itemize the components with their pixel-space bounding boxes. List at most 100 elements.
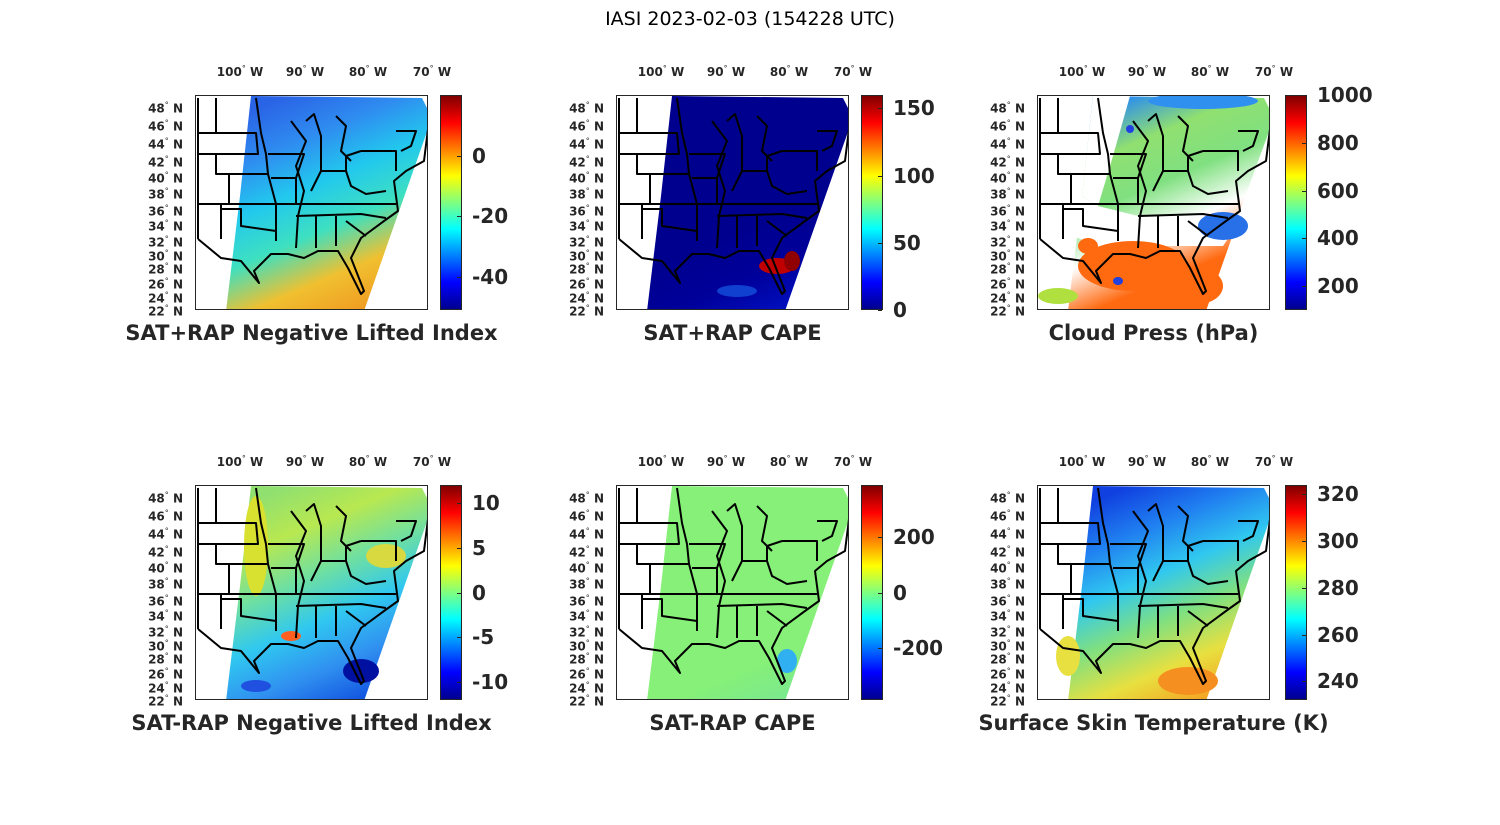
lat-value: 40: [569, 561, 586, 576]
lat-hemisphere: N: [593, 681, 604, 696]
lat-hemisphere: N: [172, 681, 183, 696]
lat-value: 26: [148, 667, 165, 682]
colorbar-tick-mark: [1302, 634, 1306, 636]
lat-hemisphere: N: [1014, 101, 1025, 116]
lat-hemisphere: N: [1014, 304, 1025, 319]
colorbar-tick-label: 600: [1317, 178, 1359, 203]
degree-symbol: °: [164, 508, 169, 518]
lat-hemisphere: N: [1014, 235, 1025, 250]
coastline: [1039, 128, 1269, 295]
lon-hemisphere: W: [794, 455, 809, 469]
colorbar-tick-label: 200: [1317, 274, 1359, 299]
degree-symbol: °: [585, 100, 590, 110]
state-boundaries: [618, 97, 848, 295]
longitude-label: 70° W: [834, 454, 872, 469]
lon-hemisphere: W: [250, 65, 264, 79]
lat-value: 46: [569, 119, 586, 134]
lon-value: 90: [285, 455, 303, 469]
lat-value: 38: [990, 577, 1007, 592]
lat-hemisphere: N: [1014, 594, 1025, 609]
lat-hemisphere: N: [172, 652, 183, 667]
map-plot: [197, 96, 427, 309]
degree-symbol: °: [164, 100, 169, 110]
panel-title: Surface Skin Temperature (K): [978, 711, 1329, 735]
latitude-label: 40° N: [965, 171, 1025, 186]
latitude-label: 32° N: [123, 235, 183, 250]
lat-hemisphere: N: [1014, 561, 1025, 576]
data-patch: [1038, 288, 1078, 304]
degree-symbol: °: [585, 576, 590, 586]
degree-symbol: °: [1006, 303, 1011, 313]
lon-hemisphere: W: [310, 455, 325, 469]
panel-title: SAT-RAP CAPE: [649, 711, 816, 735]
degree-symbol: °: [585, 303, 590, 313]
lat-value: 36: [569, 204, 586, 219]
degree-symbol: °: [164, 276, 169, 286]
state-boundaries: [1039, 97, 1269, 295]
panel-title: SAT+RAP CAPE: [643, 321, 822, 345]
degree-symbol: °: [1144, 454, 1149, 463]
lat-value: 26: [990, 667, 1007, 682]
degree-symbol: °: [723, 64, 728, 73]
degree-symbol: °: [585, 261, 590, 271]
map-axes: [616, 95, 849, 310]
state-boundaries: [1039, 487, 1269, 685]
lat-hemisphere: N: [593, 277, 604, 292]
degree-symbol: °: [429, 64, 434, 73]
lat-hemisphere: N: [1014, 204, 1025, 219]
lat-value: 44: [990, 527, 1007, 542]
colorbar-tick-mark: [1302, 95, 1306, 96]
data-patch: [1148, 96, 1258, 109]
lat-hemisphere: N: [1014, 625, 1025, 640]
colorbar: [861, 485, 883, 700]
lat-hemisphere: N: [1014, 652, 1025, 667]
lat-hemisphere: N: [172, 204, 183, 219]
lat-hemisphere: N: [1014, 219, 1025, 234]
lon-hemisphere: W: [731, 455, 746, 469]
lat-value: 34: [990, 609, 1007, 624]
colorbar-tick-label: 0: [893, 580, 907, 605]
lat-value: 34: [990, 219, 1007, 234]
degree-symbol: °: [1006, 544, 1011, 554]
latitude-label: 42° N: [544, 545, 604, 560]
lat-value: 26: [148, 277, 165, 292]
colorbar-tick-mark: [457, 155, 461, 157]
colorbar-tick-label: 200: [893, 525, 935, 550]
lat-hemisphere: N: [593, 509, 604, 524]
latitude-label: 48° N: [123, 491, 183, 506]
degree-symbol: °: [1006, 261, 1011, 271]
degree-symbol: °: [1006, 276, 1011, 286]
panel-title: Cloud Press (hPa): [1048, 321, 1259, 345]
latitude-label: 44° N: [544, 527, 604, 542]
colorbar-tick-label: 150: [893, 96, 935, 121]
lat-hemisphere: N: [593, 545, 604, 560]
latitude-label: 40° N: [965, 561, 1025, 576]
lat-hemisphere: N: [593, 101, 604, 116]
lat-hemisphere: N: [593, 667, 604, 682]
latitude-label: 46° N: [965, 509, 1025, 524]
colorbar: [861, 95, 883, 310]
lat-hemisphere: N: [1014, 291, 1025, 306]
lat-hemisphere: N: [593, 304, 604, 319]
latitude-label: 46° N: [544, 119, 604, 134]
degree-symbol: °: [1006, 526, 1011, 536]
lat-value: 48: [148, 101, 165, 116]
degree-symbol: °: [429, 454, 434, 463]
latitude-label: 32° N: [544, 235, 604, 250]
data-patch: [1056, 636, 1080, 676]
latitude-label: 36° N: [544, 594, 604, 609]
lat-value: 42: [148, 545, 165, 560]
lat-hemisphere: N: [172, 249, 183, 264]
lat-value: 40: [990, 561, 1007, 576]
lon-hemisphere: W: [310, 65, 325, 79]
colorbar-tick-label: -5: [472, 625, 495, 650]
lat-hemisphere: N: [593, 594, 604, 609]
lat-value: 32: [148, 625, 165, 640]
longitude-label: 100° W: [1059, 454, 1106, 469]
colorbar-tick-label: 280: [1317, 575, 1359, 600]
lat-hemisphere: N: [593, 235, 604, 250]
latitude-label: 24° N: [544, 681, 604, 696]
lat-value: 32: [569, 625, 586, 640]
map-plot: [618, 486, 848, 699]
colorbar-tick-mark: [457, 592, 461, 594]
